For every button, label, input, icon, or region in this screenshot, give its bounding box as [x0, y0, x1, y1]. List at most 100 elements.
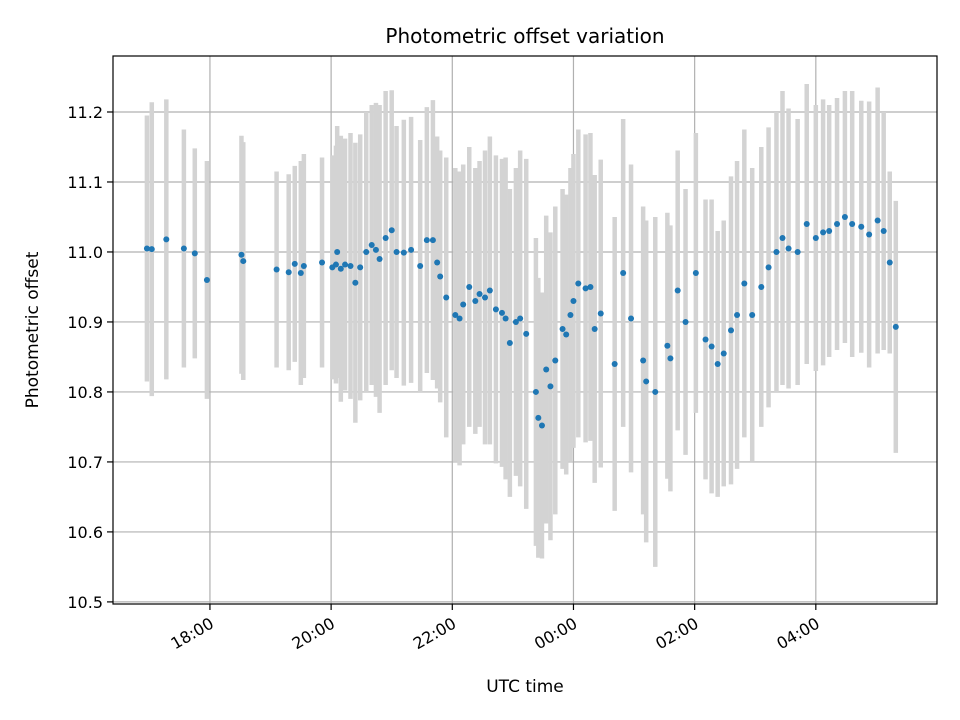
data-point: [363, 248, 370, 255]
data-point: [443, 294, 450, 301]
data-point: [291, 260, 298, 267]
data-point: [434, 259, 441, 266]
data-point: [357, 264, 364, 271]
data-point: [728, 327, 734, 334]
data-point: [466, 283, 473, 290]
data-point: [575, 280, 582, 287]
data-point: [611, 360, 618, 367]
y-tick-label: 11.2: [67, 103, 103, 122]
data-point: [692, 269, 699, 276]
data-point: [582, 285, 589, 292]
data-point: [682, 318, 689, 325]
data-point: [741, 280, 748, 287]
data-point: [492, 306, 499, 313]
data-point: [785, 245, 792, 252]
data-point: [482, 294, 489, 301]
data-point: [423, 237, 430, 244]
data-point: [300, 262, 307, 269]
data-point: [476, 290, 483, 297]
data-point: [866, 231, 873, 238]
data-point: [664, 342, 671, 349]
x-axis-title: UTC time: [486, 677, 564, 697]
data-point: [297, 269, 304, 276]
data-point: [456, 315, 463, 322]
data-point: [708, 343, 715, 350]
y-tick-label: 10.8: [67, 383, 103, 402]
data-point: [803, 220, 810, 227]
data-point: [285, 269, 292, 276]
data-point: [874, 217, 881, 224]
chart-title: Photometric offset variation: [385, 24, 664, 48]
data-point: [559, 325, 566, 332]
data-point: [523, 330, 530, 337]
data-point: [486, 287, 493, 294]
data-point: [240, 258, 247, 265]
data-point: [502, 315, 509, 322]
y-tick-label: 10.5: [67, 593, 103, 612]
data-point: [506, 339, 513, 346]
data-point: [834, 220, 841, 227]
data-point: [538, 422, 545, 429]
data-point: [543, 366, 550, 373]
data-point: [512, 318, 519, 325]
data-point: [567, 311, 574, 318]
data-point: [892, 323, 899, 330]
data-point: [734, 311, 741, 318]
data-point: [368, 241, 375, 248]
plot-frame: [112, 55, 938, 605]
data-point: [702, 336, 709, 343]
data-point: [563, 331, 570, 338]
data-point: [400, 249, 407, 256]
y-tick-label: 11.1: [67, 173, 103, 192]
data-point: [765, 264, 772, 271]
data-point: [180, 245, 187, 252]
data-point: [858, 223, 865, 230]
y-tick-label: 10.6: [67, 523, 103, 542]
data-point: [591, 325, 598, 332]
data-point: [570, 297, 577, 304]
data-point: [535, 414, 542, 421]
data-point: [812, 234, 819, 241]
data-point: [347, 262, 354, 269]
data-point: [203, 276, 210, 283]
data-point: [674, 287, 681, 294]
data-point: [332, 261, 339, 268]
data-point: [191, 250, 198, 257]
data-point: [720, 350, 727, 357]
data-point: [238, 251, 245, 258]
y-axis-title: Photometric offset: [23, 251, 43, 408]
data-point: [393, 248, 400, 255]
data-point: [652, 388, 659, 395]
data-point: [749, 311, 756, 318]
data-point: [148, 246, 155, 253]
data-point: [532, 388, 539, 395]
data-point: [352, 279, 359, 286]
data-point: [408, 246, 415, 253]
data-point: [552, 357, 559, 364]
data-point: [620, 269, 627, 276]
data-point: [880, 227, 887, 234]
data-point: [758, 283, 765, 290]
data-point: [597, 310, 604, 317]
data-point: [886, 259, 893, 266]
data-point: [460, 301, 467, 308]
data-point: [714, 360, 721, 367]
data-point: [826, 227, 833, 234]
data-point: [372, 246, 379, 253]
data-point: [779, 234, 786, 241]
y-tick-label: 11.0: [67, 243, 103, 262]
data-point: [334, 248, 341, 255]
data-point: [849, 220, 856, 227]
data-point: [667, 355, 674, 362]
data-point: [773, 248, 780, 255]
y-tick-label: 10.9: [67, 313, 103, 332]
data-point: [319, 259, 326, 266]
data-point: [163, 236, 170, 243]
data-point: [342, 261, 349, 268]
y-axis-ticks: 10.5 10.6 10.7 10.8 10.9 11.0 11.1 11.2: [67, 103, 113, 612]
data-point: [841, 213, 848, 220]
data-point: [376, 255, 383, 262]
data-point: [452, 311, 459, 318]
data-point: [429, 237, 436, 244]
